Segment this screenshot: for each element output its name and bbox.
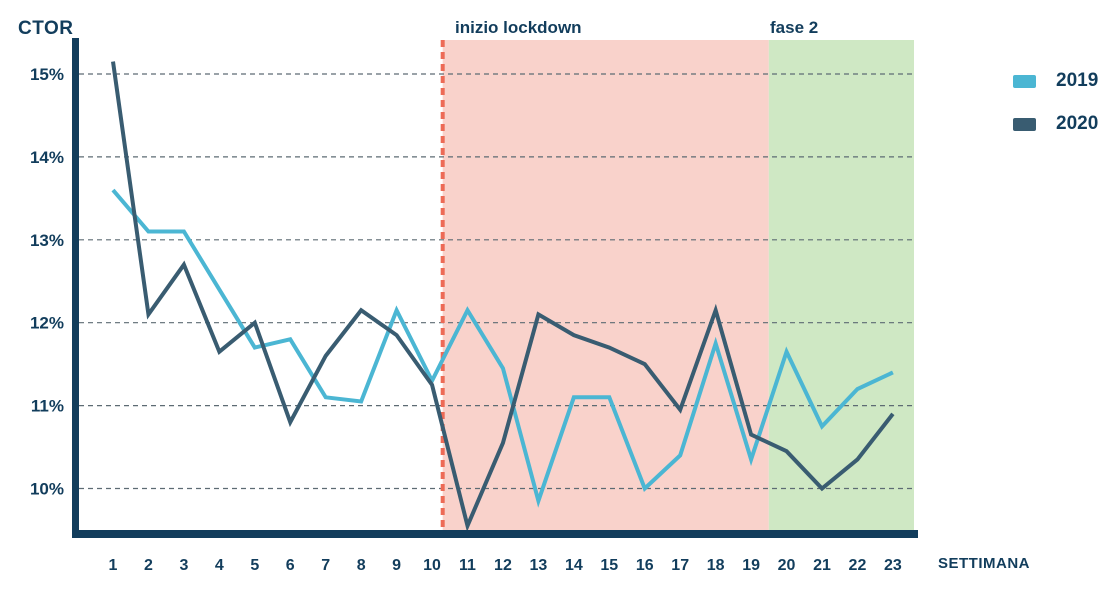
x-tick-label: 11	[459, 557, 476, 574]
series-line-2019	[111, 188, 894, 508]
y-tick-label: 11%	[31, 397, 64, 416]
x-tick-label: 16	[636, 557, 654, 574]
y-tick-label: 12%	[30, 314, 64, 333]
x-tick-label: 15	[600, 557, 618, 574]
x-tick-label: 19	[742, 557, 760, 574]
x-tick-label: 6	[286, 557, 295, 574]
x-tick-label: 22	[849, 557, 867, 574]
y-axis-line	[72, 38, 79, 538]
x-tick-label: 17	[671, 557, 689, 574]
legend-item-2020: 2020	[1013, 113, 1098, 135]
x-tick-label: 10	[423, 557, 441, 574]
y-tick-label: 13%	[30, 231, 64, 250]
y-tick-label: 14%	[30, 148, 64, 167]
legend-swatch-2019	[1013, 74, 1036, 88]
x-tick-label: 3	[179, 557, 188, 574]
legend-item-2019: 2019	[1013, 70, 1098, 92]
x-tick-label: 1	[109, 557, 118, 574]
annotation-inizio-lockdown: inizio lockdown	[455, 18, 582, 37]
x-axis-title: SETTIMANA	[938, 555, 1030, 572]
x-tick-label: 14	[565, 557, 583, 574]
x-tick-label: 9	[392, 557, 401, 574]
x-tick-label: 23	[884, 557, 902, 574]
legend: 2019 2020	[1013, 70, 1098, 156]
x-tick-label: 18	[707, 557, 725, 574]
x-tick-label: 4	[215, 557, 224, 574]
x-axis-line	[72, 530, 918, 538]
y-axis-title: CTOR	[18, 18, 74, 39]
x-tick-label: 20	[778, 557, 796, 574]
legend-swatch-2020	[1013, 117, 1036, 131]
x-tick-label: 12	[494, 557, 512, 574]
series-line-2020	[111, 61, 895, 533]
legend-label-2020: 2020	[1056, 113, 1099, 134]
lockdown-region	[442, 40, 769, 530]
x-tick-label: 2	[144, 557, 153, 574]
x-tick-label: 7	[321, 557, 330, 574]
y-tick-label: 15%	[30, 65, 64, 84]
x-tick-label: 13	[530, 557, 548, 574]
x-tick-label: 8	[357, 557, 366, 574]
x-tick-label: 21	[813, 557, 831, 574]
y-tick-label: 10%	[30, 480, 64, 499]
fase2-region	[768, 40, 914, 530]
annotation-fase-2: fase 2	[770, 18, 819, 37]
x-tick-label: 5	[250, 557, 259, 574]
legend-label-2019: 2019	[1056, 70, 1099, 91]
